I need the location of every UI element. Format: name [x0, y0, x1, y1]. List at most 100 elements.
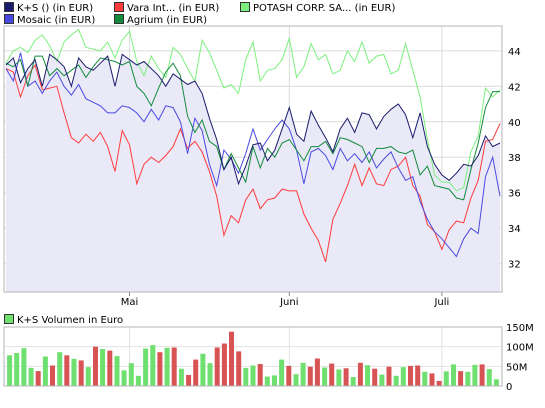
volume-bar — [422, 371, 428, 386]
x-tick-label: Juni — [279, 297, 298, 308]
y-tick-label: 38 — [508, 153, 521, 164]
volume-y-tick-label: 150M — [506, 323, 534, 334]
volume-bar — [307, 366, 313, 386]
volume-bar — [458, 371, 464, 386]
volume-bar — [386, 366, 392, 386]
volume-bar — [186, 375, 192, 386]
volume-bar — [365, 365, 370, 386]
volume-bar — [293, 374, 299, 386]
series-line-agrium — [5, 55, 500, 201]
volume-bar — [7, 355, 13, 386]
volume-bar — [400, 367, 406, 386]
volume-bar — [236, 351, 242, 386]
legend-swatch — [114, 14, 124, 24]
y-tick-label: 34 — [508, 224, 521, 235]
volume-bar — [329, 363, 335, 386]
volume-bar — [357, 362, 363, 386]
series-line-ks — [5, 53, 501, 186]
volume-bar — [300, 362, 306, 386]
legend-mosaic: Mosaic (in EUR) — [4, 14, 95, 27]
volume-bar — [57, 352, 63, 386]
volume-y-tick-label: 0 — [506, 382, 512, 393]
volume-bar — [128, 363, 134, 386]
y-tick-label: 36 — [508, 189, 521, 200]
volume-bar — [35, 371, 41, 386]
volume-bar — [415, 365, 421, 386]
series-area-ks — [6, 54, 500, 293]
volume-bar — [114, 356, 120, 386]
volume-bar — [264, 376, 270, 386]
volume-bar — [93, 346, 98, 386]
volume-bar — [279, 359, 285, 386]
volume-bar — [379, 374, 385, 386]
y-tick-label: 42 — [508, 82, 521, 93]
volume-bar — [243, 367, 249, 386]
volume-bar — [193, 359, 199, 386]
volume-bar — [143, 348, 149, 386]
volume-bar — [451, 364, 456, 386]
volume-bar — [343, 368, 349, 386]
volume-bar — [372, 368, 378, 386]
volume-bar — [393, 375, 399, 386]
volume-bar — [50, 365, 55, 386]
volume-bar — [207, 363, 213, 386]
x-tick-label: Mai — [121, 297, 139, 308]
volume-bar — [214, 347, 220, 386]
volume-bar — [229, 331, 234, 386]
volume-bar — [157, 352, 163, 386]
volume-bar — [479, 364, 485, 386]
legend-volume: K+S Volumen in Euro — [4, 314, 123, 327]
volume-bar — [178, 368, 184, 386]
volume-bar — [71, 358, 77, 386]
legend-swatch — [240, 2, 250, 12]
volume-bar — [250, 365, 256, 386]
volume-bar — [436, 380, 442, 386]
series-line-mosaic — [5, 52, 501, 258]
volume-bar — [272, 375, 277, 386]
y-tick-label: 32 — [508, 260, 521, 271]
legend-vara: Vara Int... (in EUR) — [114, 2, 219, 15]
volume-bar — [78, 360, 84, 386]
volume-y-tick-label: 100M — [506, 343, 534, 354]
legend-potash: POTASH CORP. SA... (in EUR) — [240, 2, 395, 15]
volume-plot-frame — [3, 326, 503, 387]
volume-bar — [107, 350, 113, 386]
legend-label: K+S () (in EUR) — [17, 3, 94, 14]
volume-bar — [171, 347, 177, 386]
y-tick-label: 40 — [508, 118, 521, 129]
volume-bar — [408, 365, 413, 386]
volume-bar — [135, 375, 141, 386]
volume-y-tick-label: 50M — [506, 362, 527, 373]
price-plot-frame — [3, 25, 503, 293]
volume-bar — [493, 379, 499, 386]
volume-bar — [429, 373, 435, 386]
volume-bar — [443, 371, 449, 386]
volume-bar — [85, 367, 91, 386]
legend-label: K+S Volumen in Euro — [17, 315, 124, 326]
legend-label: Agrium (in EUR) — [127, 15, 208, 26]
volume-bar — [100, 349, 106, 386]
volume-bar — [314, 358, 320, 386]
legend-label: Vara Int... (in EUR) — [127, 3, 220, 14]
volume-bar — [28, 367, 34, 386]
y-tick-label: 44 — [508, 47, 521, 58]
legend-swatch — [4, 314, 14, 324]
volume-bar — [486, 369, 492, 386]
legend-label: Mosaic (in EUR) — [17, 15, 96, 26]
volume-bar — [221, 343, 227, 386]
volume-bar — [21, 348, 27, 386]
volume-bar — [350, 377, 356, 386]
legend-swatch — [114, 2, 124, 12]
volume-bar — [64, 355, 70, 386]
legend-agrium: Agrium (in EUR) — [114, 14, 207, 27]
x-tick-label: Juli — [433, 297, 449, 308]
volume-bar — [286, 365, 292, 386]
volume-bar — [42, 356, 48, 386]
legend-swatch — [4, 2, 14, 12]
volume-bar — [164, 347, 170, 386]
volume-bar — [200, 353, 206, 386]
volume-bar — [14, 353, 20, 386]
series-line-potash — [5, 28, 501, 192]
